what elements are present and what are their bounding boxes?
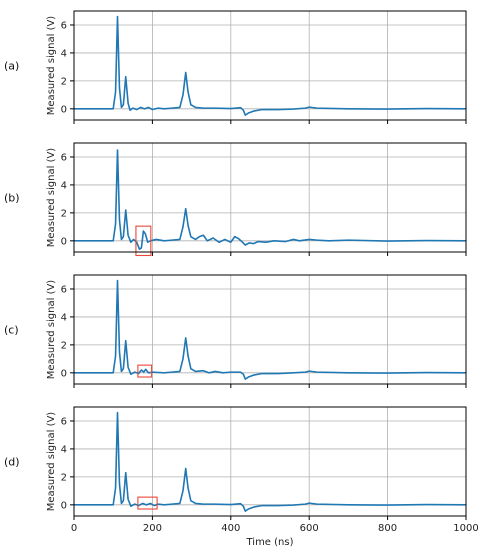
x-tick-label: 600 — [300, 523, 319, 534]
x-tick-label: 400 — [221, 523, 240, 534]
highlight-box — [137, 496, 158, 510]
y-tick-label: 4 — [61, 444, 67, 455]
y-tick-label: 4 — [61, 312, 67, 323]
x-axis-label: Time (ns) — [245, 537, 293, 548]
y-tick-label: 6 — [61, 284, 67, 295]
y-tick-label: 6 — [61, 416, 67, 427]
y-axis-label: Measured signal (V) — [46, 148, 57, 248]
signal-line — [74, 279, 466, 380]
panel-1: 0 2 4 6 Measured signal (V) (b) — [4, 142, 467, 257]
panel-label: (a) — [4, 60, 19, 73]
y-axis-label: Measured signal (V) — [46, 16, 57, 116]
y-tick-label: 4 — [61, 48, 67, 59]
signal-line — [74, 15, 466, 116]
axes-frame — [73, 142, 467, 253]
panel-label: (c) — [4, 324, 19, 337]
x-tick-label: 0 — [71, 523, 77, 534]
y-tick-label: 0 — [61, 500, 67, 511]
panel-2: 0 2 4 6 Measured signal (V) (c) — [4, 274, 467, 388]
highlight-box — [137, 364, 153, 378]
y-tick-label: 0 — [61, 236, 67, 247]
panel-3: 0 2 4 6 0 200 400 600 800 1000 Measured signal (V)… — [4, 406, 479, 534]
y-tick-label: 0 — [61, 104, 67, 115]
y-tick-label: 2 — [61, 340, 67, 351]
highlight-box — [135, 225, 152, 257]
axes-frame — [73, 10, 467, 121]
y-tick-label: 2 — [61, 208, 67, 219]
x-tick-label: 800 — [378, 523, 397, 534]
y-tick-label: 4 — [61, 180, 67, 191]
x-tick-label: 200 — [143, 523, 162, 534]
y-tick-label: 0 — [61, 368, 67, 379]
y-tick-label: 6 — [61, 152, 67, 163]
x-tick-label: 1000 — [453, 523, 478, 534]
panels-layer: 0 2 4 6 Measured signal (V) (a) 0 2 4 6 Measured s… — [4, 10, 479, 534]
panel-0: 0 2 4 6 Measured signal (V) (a) — [4, 10, 467, 124]
signal-line — [74, 411, 466, 512]
signal-line — [74, 149, 466, 251]
y-axis-label: Measured signal (V) — [46, 412, 57, 512]
y-tick-label: 2 — [61, 472, 67, 483]
panel-label: (b) — [4, 192, 20, 205]
y-axis-label: Measured signal (V) — [46, 280, 57, 380]
y-tick-label: 2 — [61, 76, 67, 87]
y-tick-label: 6 — [61, 20, 67, 31]
axes-frame — [73, 274, 467, 385]
axes-frame — [73, 406, 467, 517]
panel-label: (d) — [4, 456, 20, 469]
